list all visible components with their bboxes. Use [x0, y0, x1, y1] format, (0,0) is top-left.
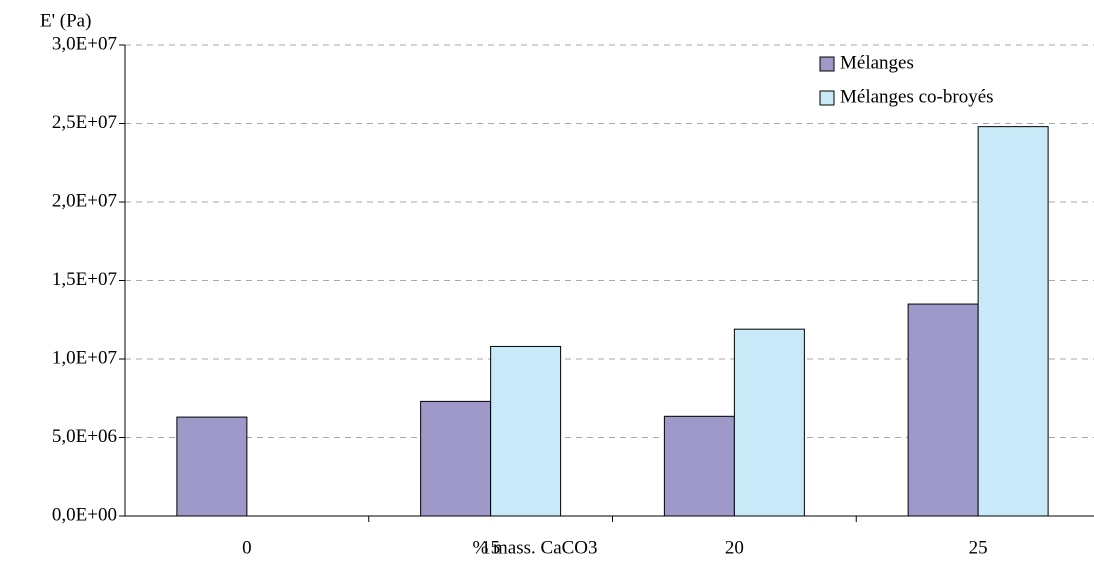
bar: [663, 415, 735, 517]
y-tick-label: 2,0E+07: [52, 190, 117, 211]
legend-background: [812, 48, 1092, 116]
bar: [733, 328, 805, 517]
y-tick-label: 1,0E+07: [52, 347, 117, 368]
legend-label: Mélanges co-broyés: [840, 86, 994, 107]
bar: [420, 400, 492, 517]
x-tick-label: 20: [725, 537, 744, 558]
x-axis-title: % mass. CaCO3: [472, 537, 597, 558]
legend-swatch: [819, 90, 835, 106]
x-tick-label: 25: [969, 537, 988, 558]
y-axis-title: E' (Pa): [40, 10, 91, 31]
y-tick-label: 2,5E+07: [52, 112, 117, 133]
legend-swatch: [819, 56, 835, 72]
bar: [907, 303, 979, 517]
y-tick-label: 1,5E+07: [52, 269, 117, 290]
x-tick-label: 0: [242, 537, 252, 558]
y-tick-label: 0,0E+00: [52, 504, 117, 525]
bar: [977, 126, 1049, 517]
y-tick-label: 5,0E+06: [52, 426, 117, 447]
y-tick-label: 3,0E+07: [52, 33, 117, 54]
legend-label: Mélanges: [840, 52, 914, 73]
legend: Mélanges Mélanges co-broyés: [812, 48, 1092, 116]
bar: [176, 416, 248, 517]
bar: [490, 345, 562, 517]
x-tick-label: 15: [481, 537, 500, 558]
